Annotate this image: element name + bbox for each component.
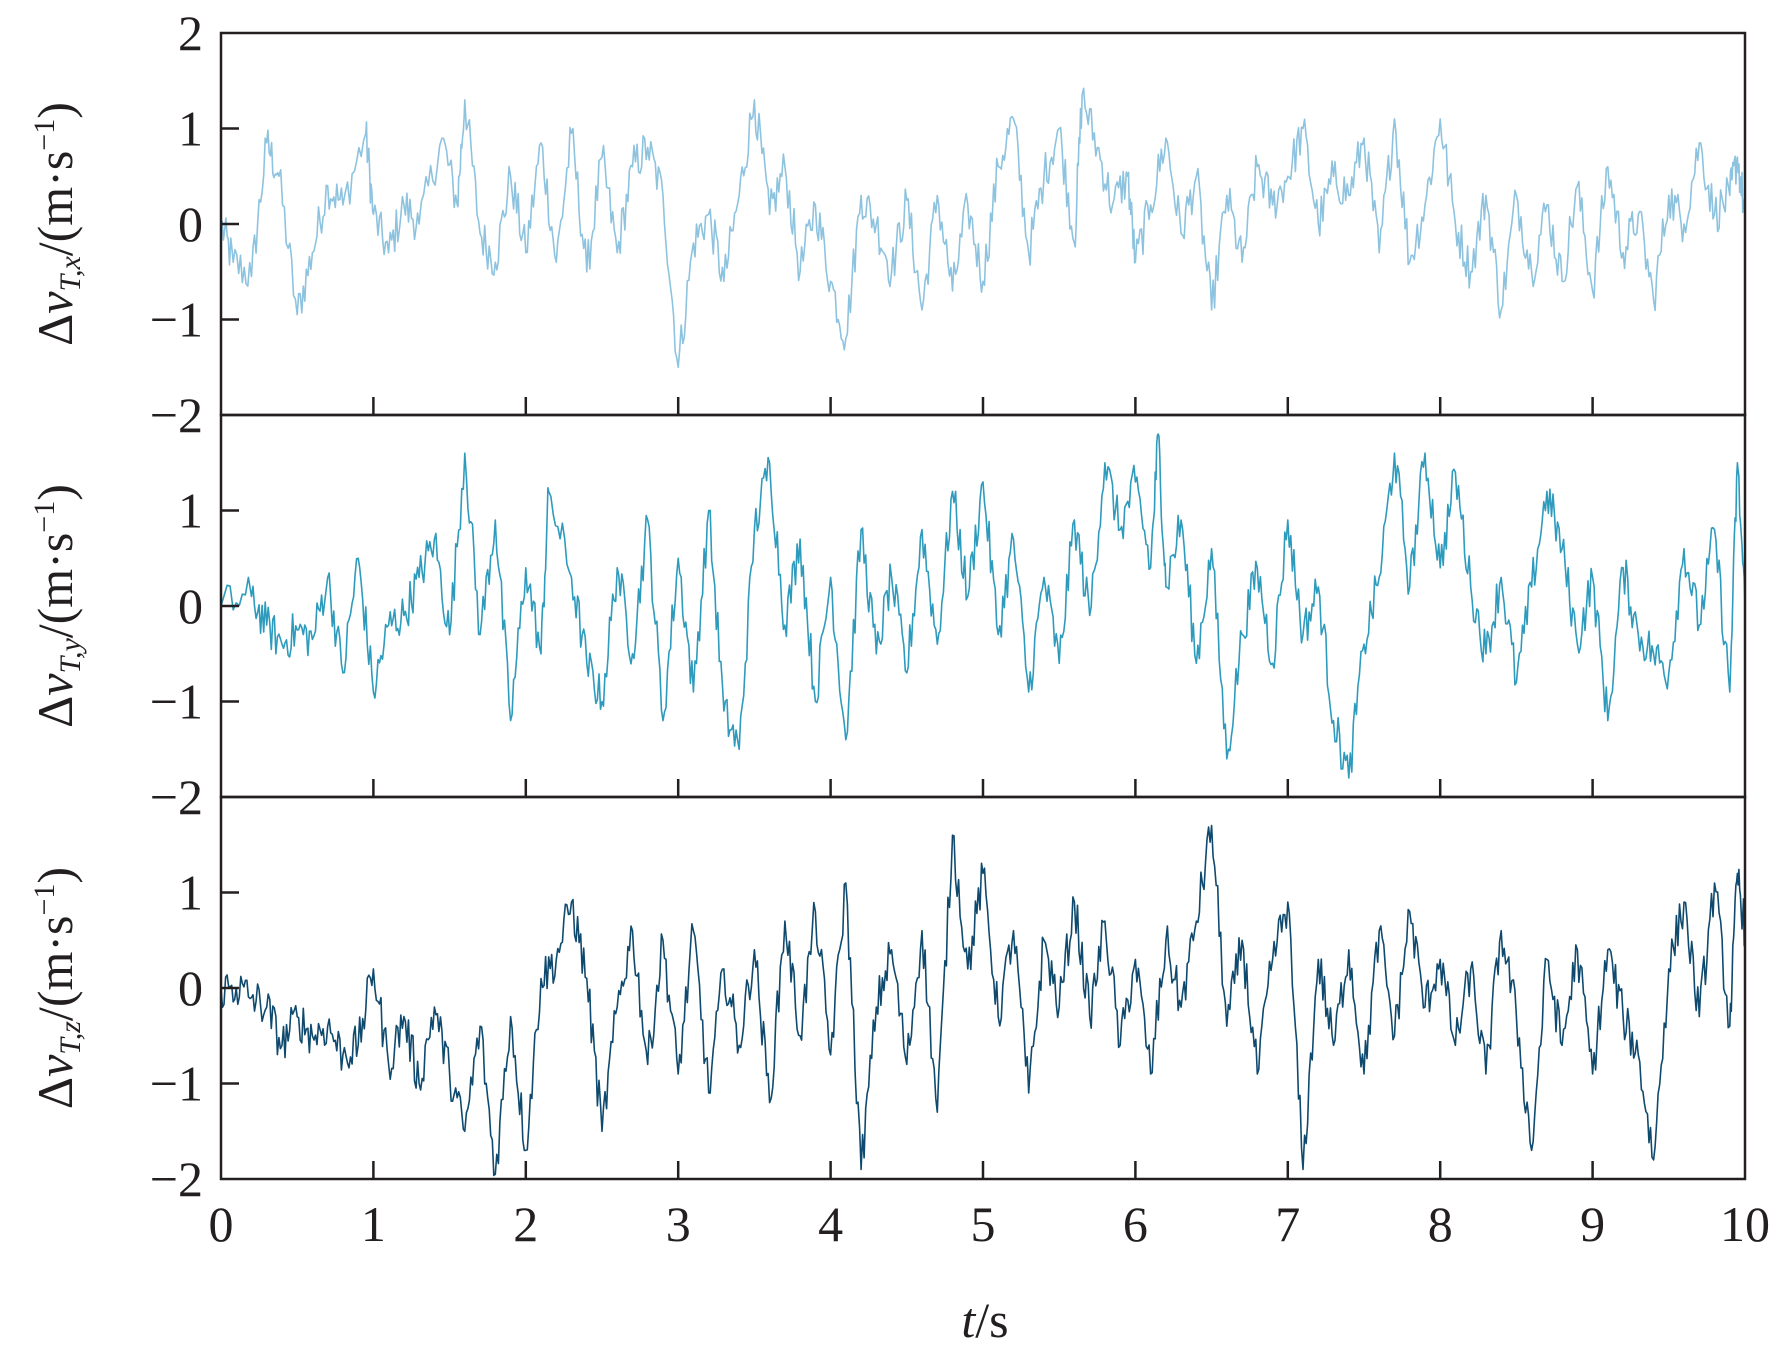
x-tick-label: 4 — [818, 1196, 843, 1252]
y-axis-label-part: v — [27, 1054, 83, 1077]
x-tick-label: 1 — [361, 1196, 386, 1252]
y-axis-label-part: v — [27, 673, 83, 696]
y-tick-label: 0 — [178, 960, 203, 1016]
y-tick-label: −2 — [150, 1151, 203, 1207]
x-axis: 0 1 2 3 4 5 6 7 8 9 10 — [209, 1196, 1771, 1252]
y-tick-label: 1 — [178, 101, 203, 157]
x-tick-label: 0 — [209, 1196, 234, 1252]
x-axis-label-variable: t — [961, 1292, 976, 1348]
panels: 210−1−2ΔvT,x/(m·s−1)10−1−2ΔvT,y/(m·s−1)1… — [27, 5, 1747, 1207]
y-axis-label: ΔvT,z/(m·s−1) — [27, 867, 87, 1109]
y-tick-label: −1 — [150, 292, 203, 348]
y-axis-label-part: Δ — [27, 314, 83, 346]
x-tick-label: 10 — [1720, 1196, 1770, 1252]
x-tick-label: 8 — [1428, 1196, 1453, 1252]
x-tick-label: 7 — [1275, 1196, 1300, 1252]
series-line — [221, 433, 1745, 779]
y-axis-label-part: /(m·s — [27, 533, 83, 639]
y-axis-label-part: v — [27, 291, 83, 314]
x-axis-label-unit: /s — [975, 1292, 1008, 1348]
x-axis-label: t/s — [961, 1292, 1008, 1348]
series-line — [221, 824, 1745, 1177]
x-tick-label: 2 — [513, 1196, 538, 1252]
x-tick-label: 3 — [666, 1196, 691, 1252]
y-axis-label-part: /(m·s — [27, 916, 83, 1022]
y-axis-label: ΔvT,x/(m·s−1) — [27, 102, 87, 346]
panel-frame — [219, 795, 1747, 1181]
y-axis-label-part: Δ — [27, 696, 83, 728]
x-tick-label: 9 — [1580, 1196, 1605, 1252]
y-tick-label: −2 — [150, 387, 203, 443]
y-axis-label-part: ) — [27, 867, 83, 884]
panel-frame — [219, 413, 1747, 799]
y-axis-label-part: T,z — [54, 1021, 87, 1055]
y-axis-label-part: ) — [27, 484, 83, 501]
y-tick-label: −1 — [150, 674, 203, 730]
y-axis-label-part: ) — [27, 102, 83, 119]
x-tick-label: 5 — [971, 1196, 996, 1252]
y-axis-label-part: −1 — [28, 119, 61, 151]
y-tick-label: −2 — [150, 769, 203, 825]
y-axis-label-part: T,x — [54, 256, 87, 292]
y-axis-label-part: T,y — [54, 638, 87, 674]
y-tick-label: 0 — [178, 196, 203, 252]
y-tick-label: −1 — [150, 1056, 203, 1112]
y-tick-label: 2 — [178, 5, 203, 61]
y-axis-label-part: /(m·s — [27, 151, 83, 257]
y-tick-label: 1 — [178, 483, 203, 539]
y-tick-label: 0 — [178, 578, 203, 634]
series-line — [221, 87, 1745, 369]
y-axis-label-part: −1 — [28, 501, 61, 533]
y-tick-label: 1 — [178, 865, 203, 921]
x-tick-label: 6 — [1123, 1196, 1148, 1252]
y-axis-label: ΔvT,y/(m·s−1) — [27, 484, 87, 728]
y-axis-label-part: Δ — [27, 1077, 83, 1109]
y-axis-label-part: −1 — [28, 884, 61, 916]
panel-frame — [219, 31, 1747, 417]
